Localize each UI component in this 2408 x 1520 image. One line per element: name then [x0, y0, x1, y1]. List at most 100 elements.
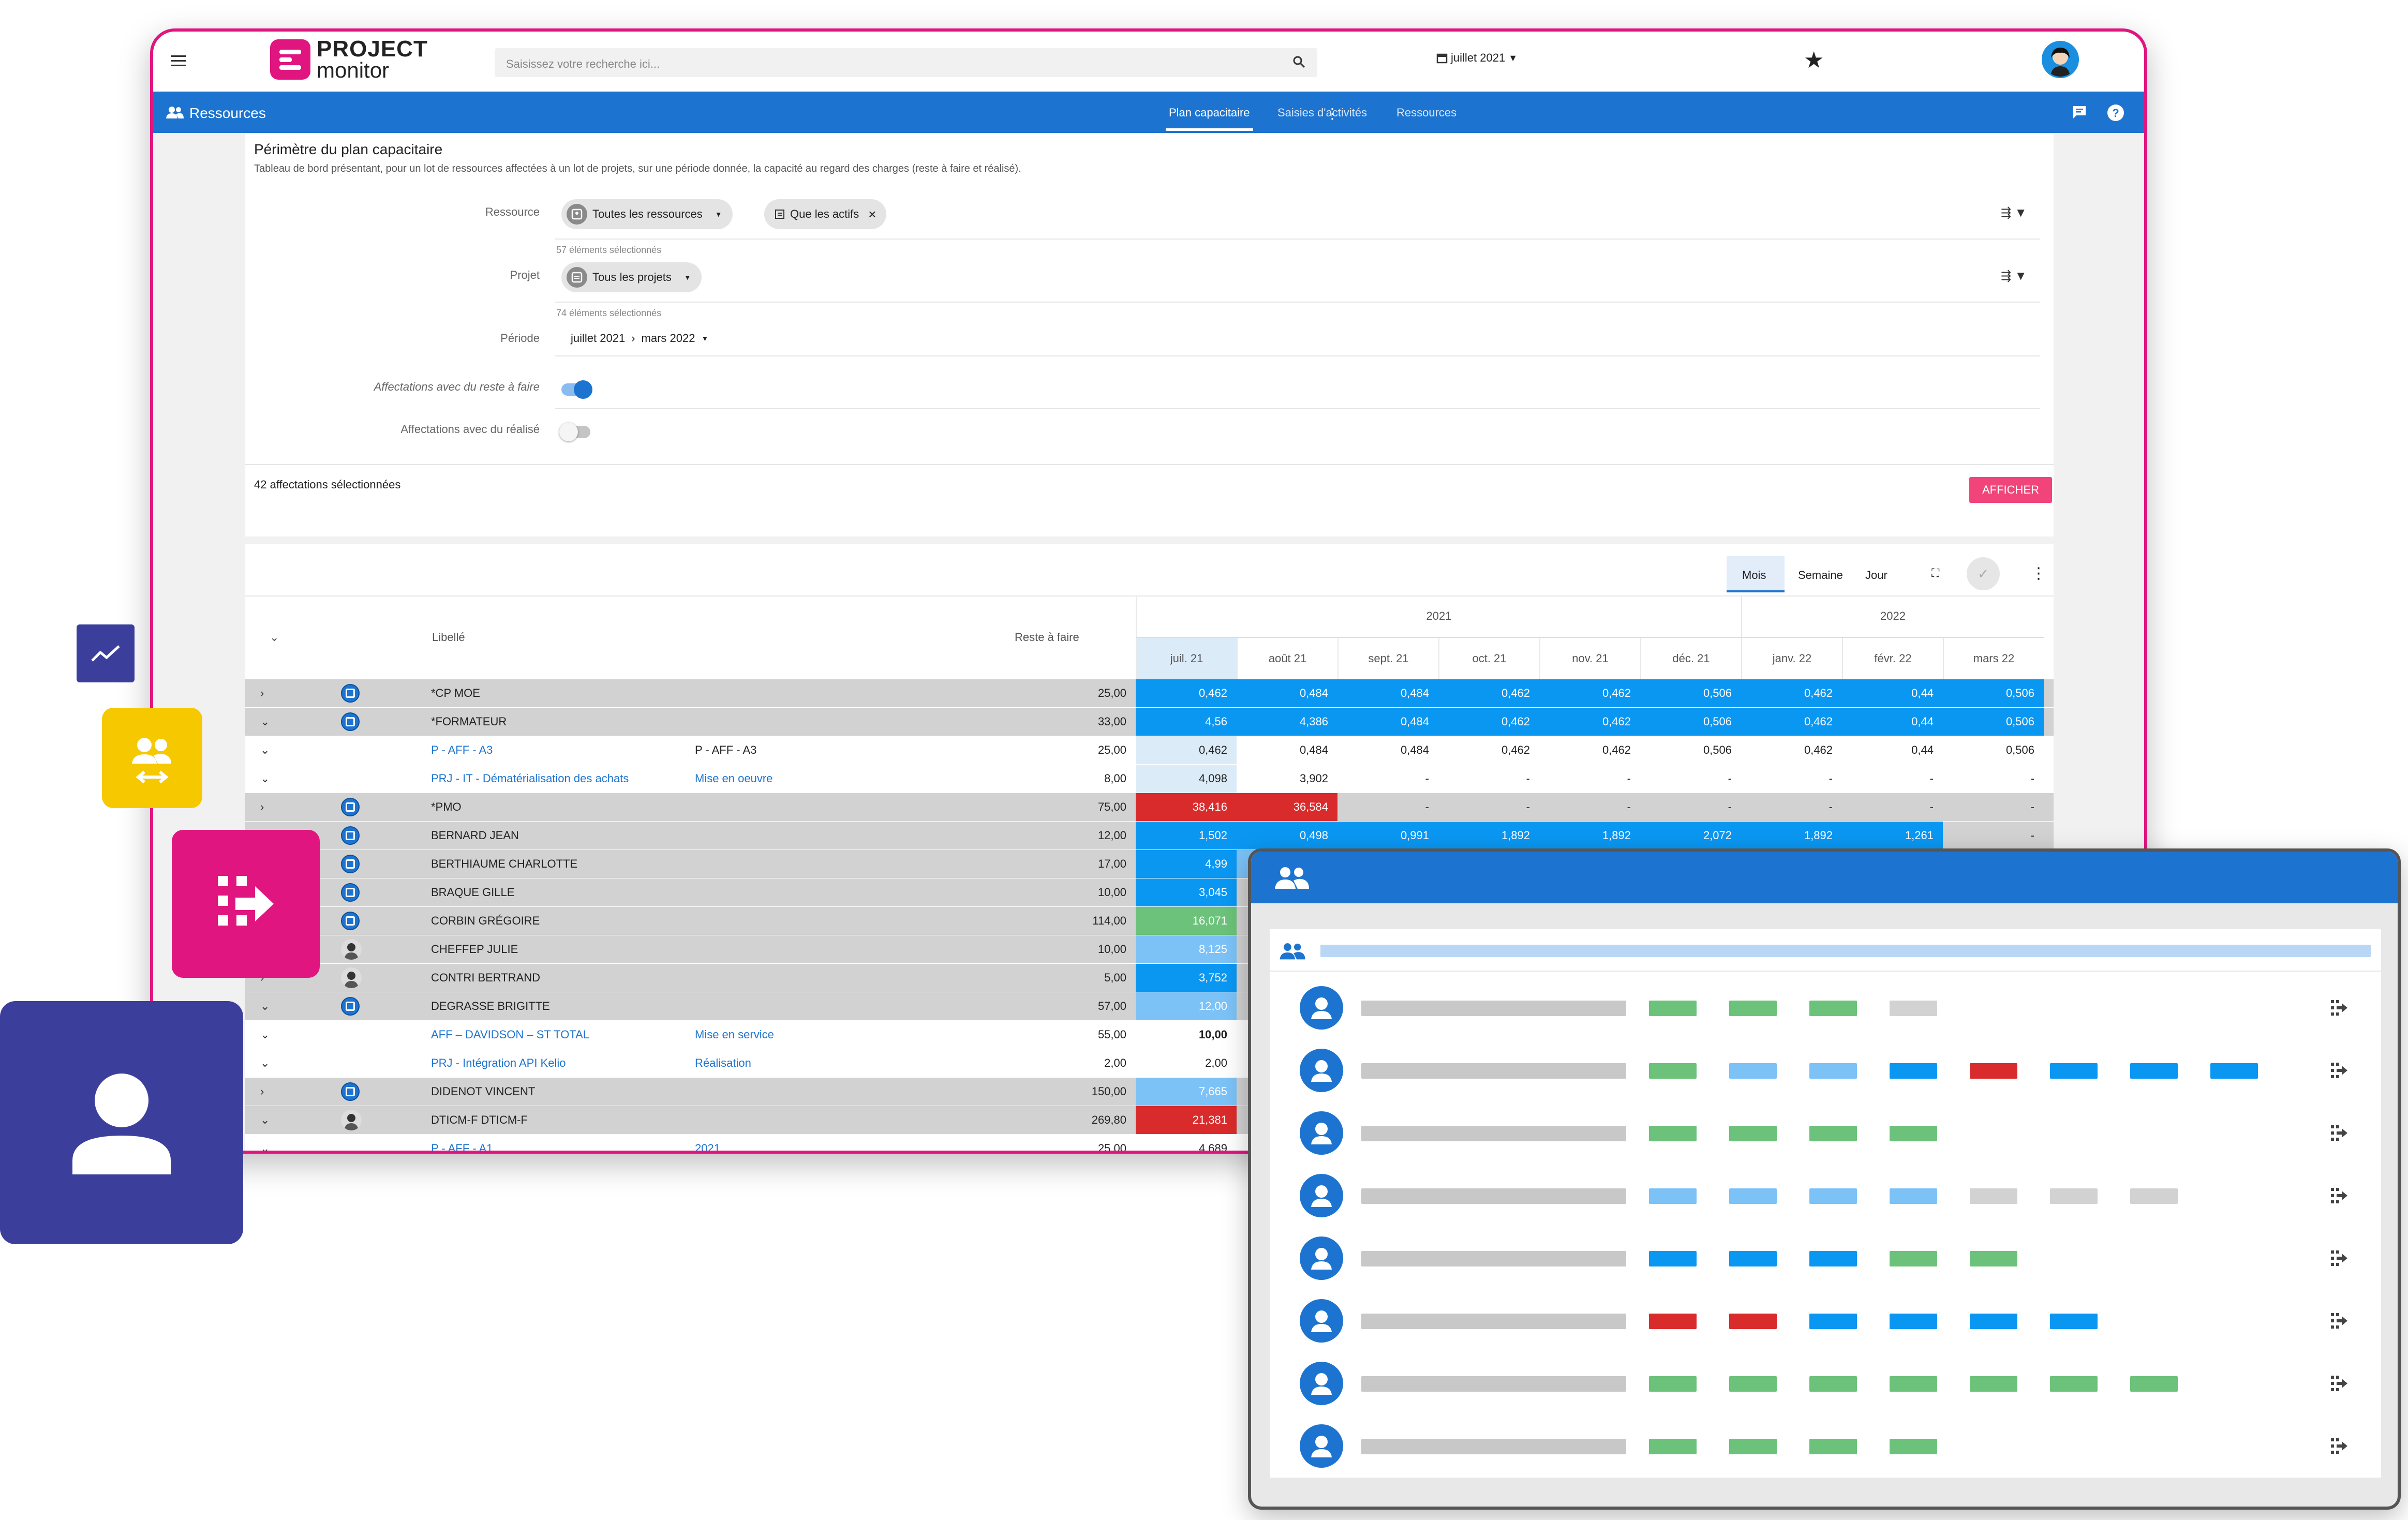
filter-icon[interactable]: ⇶ ▼: [2001, 269, 2027, 283]
row-label[interactable]: P - AFF - A3: [431, 743, 493, 756]
row-label[interactable]: PRJ - IT - Dématérialisation des achats: [431, 772, 629, 785]
date-picker[interactable]: juillet 2021 ▼: [1436, 51, 1518, 65]
period-picker[interactable]: juillet 2021 › mars 2022 ▼: [571, 332, 708, 345]
month-header: mars 22: [1943, 638, 2044, 679]
tab-plan-capacitaire[interactable]: Plan capacitaire: [1166, 106, 1253, 131]
tab-saisies-activites[interactable]: Saisies d'activités: [1277, 106, 1367, 119]
tab-ressources[interactable]: Ressources: [1396, 106, 1457, 119]
view-week-button[interactable]: Semaine: [1798, 569, 1843, 582]
panel-title: Périmètre du plan capacitaire: [254, 141, 443, 157]
assign-icon[interactable]: [2330, 1313, 2348, 1330]
person-photo-icon: [341, 967, 362, 988]
chevron-down-icon[interactable]: ⌄: [260, 1028, 270, 1041]
resource-row[interactable]: › *CP MOE 25,00 0,462 0,484 0,484 0,462 0,462 0,…: [245, 679, 2054, 707]
row-remaining: 17,00: [1097, 857, 1126, 870]
trend-icon: [77, 624, 135, 682]
row-remaining: 269,80: [1091, 1113, 1126, 1126]
toggle-realised[interactable]: [559, 423, 590, 441]
logo[interactable]: PROJECT monitor: [270, 38, 428, 81]
menu-icon[interactable]: [171, 54, 186, 67]
row-remaining: 2,00: [1104, 1056, 1126, 1069]
favorite-star-icon[interactable]: ★: [1804, 48, 1824, 73]
filter-icon[interactable]: ⇶ ▼: [2001, 206, 2027, 220]
chevron-down-icon[interactable]: ⌄: [260, 715, 270, 728]
load-bar: [1890, 1001, 1937, 1016]
active-only-label: Que les actifs: [790, 207, 859, 220]
row-label[interactable]: PRJ - Intégration API Kelio: [431, 1056, 566, 1069]
load-bar: [1809, 1314, 1857, 1329]
chat-icon[interactable]: [2071, 104, 2088, 121]
row-label[interactable]: AFF – DAVIDSON – ST TOTAL: [431, 1028, 590, 1041]
name-placeholder: [1361, 1063, 1626, 1079]
selection-count: 42 affectations sélectionnées: [254, 478, 401, 491]
search-icon[interactable]: [1292, 55, 1306, 69]
month-cell: 1,892: [1539, 822, 1640, 850]
load-bar: [1729, 1314, 1777, 1329]
expand-all-icon[interactable]: ⌄: [270, 631, 279, 644]
assign-icon[interactable]: [2330, 1250, 2348, 1268]
chevron-down-icon[interactable]: ⌄: [260, 1000, 270, 1012]
row-phase[interactable]: Réalisation: [695, 1056, 751, 1069]
resource-row[interactable]: ⌄ *FORMATEUR 33,00 4,56 4,386 0,484 0,462 0,462…: [245, 708, 2054, 736]
assign-icon[interactable]: [2330, 1125, 2348, 1142]
load-bar: [2050, 1314, 2098, 1329]
project-row[interactable]: ⌄ P - AFF - A3 P - AFF - A3 25,00 0,462 0,484…: [245, 736, 2054, 764]
row-phase[interactable]: Mise en service: [695, 1028, 774, 1041]
chevron-down-icon[interactable]: ⌄: [260, 743, 270, 756]
project-row[interactable]: ⌄ PRJ - IT - Dématérialisation des achats…: [245, 765, 2054, 793]
assign-icon[interactable]: [2330, 1438, 2348, 1455]
month-cell: 4,098: [1136, 765, 1237, 793]
view-day-button[interactable]: Jour: [1865, 569, 1887, 582]
row-label: DTICM-F DTICM-F: [431, 1113, 528, 1126]
load-bar: [2210, 1063, 2258, 1079]
more-vert-icon[interactable]: ⋮: [1325, 106, 1340, 122]
user-avatar[interactable]: [2042, 41, 2079, 78]
more-vert-icon[interactable]: ⋮: [2031, 565, 2046, 582]
resource-icon: [341, 855, 360, 873]
assign-icon[interactable]: [2330, 1062, 2348, 1080]
search-input[interactable]: Saisissez votre recherche ici...: [495, 48, 1317, 77]
resource-row[interactable]: › *PMO 75,00 38,416 36,584- - - - - - -: [245, 793, 2054, 821]
load-bar: [2050, 1376, 2098, 1392]
assign-icon[interactable]: [2330, 1000, 2348, 1017]
month-cell: 0,462: [1438, 708, 1539, 736]
project-select[interactable]: Tous les projets ▼: [561, 262, 702, 292]
resource-icon: [341, 712, 360, 731]
row-label[interactable]: P - AFF - A1: [431, 1142, 493, 1154]
load-bar: [1729, 1126, 1777, 1141]
resource-icon: [341, 912, 360, 930]
chevron-down-icon[interactable]: ⌄: [260, 1056, 270, 1069]
chevron-down-icon[interactable]: ⌄: [260, 1142, 270, 1154]
chevron-right-icon[interactable]: ›: [260, 800, 264, 813]
assign-icon[interactable]: [2330, 1375, 2348, 1393]
row-label: BERNARD JEAN: [431, 829, 519, 842]
chevron-right-icon[interactable]: ›: [260, 687, 264, 699]
resource-row[interactable]: ›BERNARD JEAN12,001,5020,4980,9911,8921,…: [245, 822, 2054, 850]
chevron-down-icon[interactable]: ⌄: [260, 772, 270, 785]
display-button[interactable]: AFFICHER: [1969, 477, 2052, 503]
check-icon[interactable]: ✓: [1967, 557, 2000, 590]
resource-select[interactable]: Toutes les ressources ▼: [561, 199, 733, 229]
chevron-right-icon[interactable]: ›: [260, 1085, 264, 1098]
month-cell: 0,506: [2005, 743, 2034, 756]
close-icon[interactable]: ×: [868, 206, 876, 222]
month-cell: 3,045: [1136, 878, 1237, 906]
checklist-icon: [775, 209, 785, 219]
fullscreen-icon[interactable]: ⛶: [1931, 567, 1940, 579]
month-cell: -: [1438, 793, 1539, 821]
module-title: Ressources: [189, 105, 266, 121]
month-cell: 1,892: [1438, 822, 1539, 850]
row-phase[interactable]: 2021: [695, 1142, 720, 1154]
view-month-button[interactable]: Mois: [1727, 556, 1785, 592]
active-only-chip[interactable]: Que les actifs ×: [764, 199, 887, 229]
row-label: CORBIN GRÉGOIRE: [431, 914, 540, 927]
help-icon[interactable]: ?: [2107, 104, 2124, 122]
row-label: *PMO: [431, 800, 462, 813]
people-icon: [1274, 865, 1310, 890]
chevron-down-icon[interactable]: ⌄: [260, 1113, 270, 1126]
row-remaining: 10,00: [1097, 943, 1126, 956]
row-phase[interactable]: Mise en oeuvre: [695, 772, 773, 785]
assign-icon[interactable]: [2330, 1187, 2348, 1205]
toggle-remaining[interactable]: [561, 380, 592, 399]
user-icon: [0, 1001, 243, 1244]
